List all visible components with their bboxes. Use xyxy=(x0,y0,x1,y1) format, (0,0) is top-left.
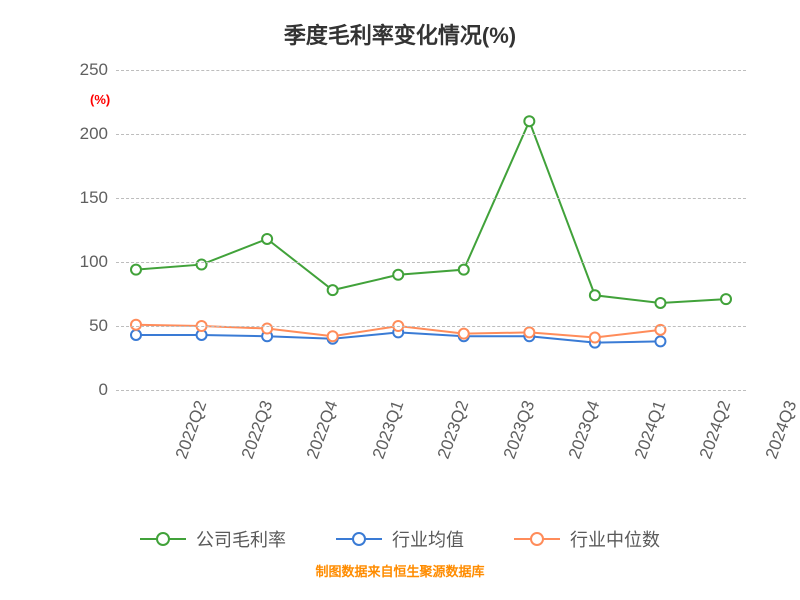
series-marker xyxy=(721,294,731,304)
x-tick-label: 2024Q2 xyxy=(696,398,735,462)
series-marker xyxy=(590,333,600,343)
series-marker xyxy=(524,116,534,126)
x-tick-label: 2022Q2 xyxy=(172,398,211,462)
legend-label: 行业中位数 xyxy=(570,526,660,552)
series-marker xyxy=(131,330,141,340)
chart-area: 0501001502002502022Q22022Q32022Q42023Q12… xyxy=(60,60,760,440)
legend-item: 行业均值 xyxy=(336,526,464,552)
legend-marker-icon xyxy=(530,532,544,546)
x-tick-label: 2022Q3 xyxy=(237,398,276,462)
legend-item: 行业中位数 xyxy=(514,526,660,552)
x-tick-label: 2024Q1 xyxy=(631,398,670,462)
grid-line xyxy=(116,198,746,199)
grid-line xyxy=(116,70,746,71)
legend-marker-icon xyxy=(156,532,170,546)
chart-title: 季度毛利率变化情况(%) xyxy=(0,0,800,50)
legend-swatch xyxy=(336,531,382,547)
series-marker xyxy=(655,336,665,346)
plot-svg xyxy=(116,70,746,390)
series-marker xyxy=(524,327,534,337)
y-tick-label: 0 xyxy=(60,380,108,400)
legend-swatch xyxy=(140,531,186,547)
grid-line xyxy=(116,134,746,135)
series-marker xyxy=(131,265,141,275)
x-tick-label: 2023Q1 xyxy=(368,398,407,462)
series-line xyxy=(136,121,726,303)
series-marker xyxy=(328,331,338,341)
series-marker xyxy=(393,270,403,280)
y-tick-label: 250 xyxy=(60,60,108,80)
grid-line xyxy=(116,390,746,391)
series-marker xyxy=(459,329,469,339)
y-tick-label: 200 xyxy=(60,124,108,144)
series-marker xyxy=(590,290,600,300)
legend-label: 公司毛利率 xyxy=(196,526,286,552)
series-marker xyxy=(262,234,272,244)
x-tick-label: 2023Q3 xyxy=(500,398,539,462)
grid-line xyxy=(116,326,746,327)
series-marker xyxy=(131,320,141,330)
series-marker xyxy=(655,298,665,308)
y-tick-label: 50 xyxy=(60,316,108,336)
series-marker xyxy=(459,265,469,275)
legend-item: 公司毛利率 xyxy=(140,526,286,552)
x-tick-label: 2023Q2 xyxy=(434,398,473,462)
x-tick-label: 2023Q4 xyxy=(565,398,604,462)
x-tick-label: 2024Q3 xyxy=(762,398,800,462)
y-tick-label: 150 xyxy=(60,188,108,208)
legend-marker-icon xyxy=(352,532,366,546)
series-marker xyxy=(328,285,338,295)
grid-line xyxy=(116,262,746,263)
legend: 公司毛利率 行业均值 行业中位数 xyxy=(0,526,800,552)
x-tick-label: 2022Q4 xyxy=(303,398,342,462)
legend-label: 行业均值 xyxy=(392,526,464,552)
legend-swatch xyxy=(514,531,560,547)
y-tick-label: 100 xyxy=(60,252,108,272)
plot-area xyxy=(116,70,746,390)
source-note: 制图数据来自恒生聚源数据库 xyxy=(0,561,800,580)
